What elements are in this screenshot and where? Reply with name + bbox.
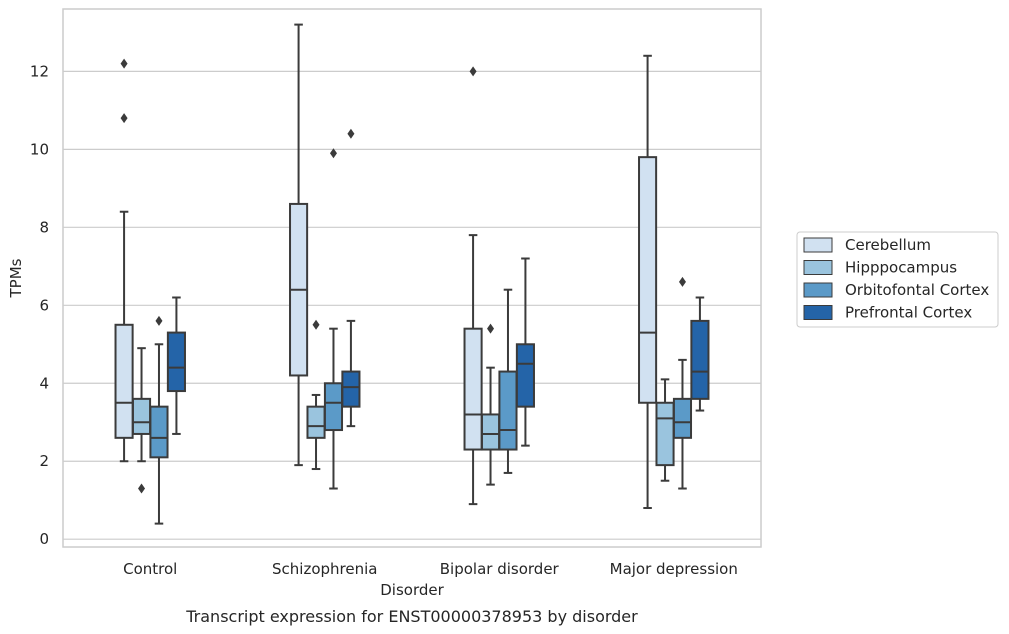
box-iqr: [672, 397, 693, 439]
box-prefrontal-cortex: [341, 128, 361, 428]
y-axis-label: TPMs: [7, 258, 25, 298]
box-iqr: [166, 331, 186, 393]
box-cerebellum: [638, 54, 658, 510]
legend-swatch: [803, 305, 833, 320]
box-prefrontal-cortex: [515, 257, 535, 447]
outlier-point: [347, 128, 355, 139]
outlier-point: [120, 58, 128, 69]
box-iqr: [323, 382, 344, 432]
box-iqr: [149, 405, 169, 459]
x-tick-label: Bipolar disorder: [440, 560, 560, 578]
box-prefrontal-cortex: [690, 296, 710, 412]
legend-swatch: [803, 260, 833, 275]
y-tick-labels: 0 2 4 6 8 10 12: [30, 62, 49, 548]
box-hipppocampus: [306, 319, 326, 471]
box-iqr: [341, 370, 361, 408]
outlier-point: [120, 113, 128, 124]
legend-label: Prefrontal Cortex: [845, 304, 972, 322]
outlier-point: [138, 483, 146, 494]
x-axis-label: Disorder: [380, 581, 444, 599]
legend-label: Cerebellum: [845, 236, 931, 254]
legend-swatch: [803, 237, 833, 253]
outlier-point: [155, 315, 163, 326]
legend: Cerebellum Hipppocampus Orbitofontal Corte…: [796, 231, 999, 328]
box-hipppocampus: [655, 378, 675, 482]
box-iqr: [498, 370, 518, 451]
box-cerebellum: [289, 23, 309, 467]
x-tick-label: Schizophrenia: [272, 560, 377, 578]
figure-caption: Transcript expression for ENST0000037895…: [185, 607, 638, 626]
plot-frame: [62, 8, 762, 548]
legend-label: Hipppocampus: [845, 259, 957, 277]
legend-label: Orbitofontal Cortex: [845, 281, 989, 299]
outlier-point: [678, 276, 686, 287]
y-tick-label: 4: [39, 374, 49, 392]
box-iqr: [114, 323, 134, 439]
y-tick-label: 2: [39, 452, 49, 470]
legend-swatch: [803, 282, 833, 298]
x-tick-label: Control: [123, 560, 177, 578]
box-prefrontal-cortex: [166, 296, 186, 435]
y-tick-label: 8: [39, 218, 49, 236]
x-tick-labels: Control Schizophrenia Bipolar disorder Majo…: [123, 560, 738, 578]
box-iqr: [690, 319, 710, 400]
outlier-point: [487, 323, 495, 334]
box-iqr: [655, 401, 675, 467]
box-cerebellum: [114, 58, 134, 463]
y-tick-label: 6: [39, 296, 49, 314]
box-groups: [114, 23, 710, 525]
box-orbitofontal-cortex: [323, 148, 344, 490]
box-orbitofontal-cortex: [498, 288, 518, 474]
x-tick-label: Major depression: [610, 560, 738, 578]
outlier-point: [329, 148, 337, 159]
y-tick-label: 10: [30, 140, 49, 158]
box-hipppocampus: [131, 347, 152, 494]
box-cerebellum: [463, 66, 483, 506]
box-iqr: [306, 405, 326, 439]
box-iqr: [480, 413, 501, 451]
outlier-point: [469, 66, 477, 77]
outlier-point: [312, 319, 320, 330]
box-iqr: [515, 343, 535, 408]
y-tick-label: 12: [30, 62, 49, 80]
box-iqr: [463, 327, 483, 451]
box-orbitofontal-cortex: [672, 276, 693, 490]
box-iqr: [131, 397, 152, 435]
legend-frame: [796, 231, 999, 328]
y-tick-label: 0: [39, 530, 49, 548]
box-orbitofontal-cortex: [149, 315, 169, 525]
box-iqr: [638, 156, 658, 404]
